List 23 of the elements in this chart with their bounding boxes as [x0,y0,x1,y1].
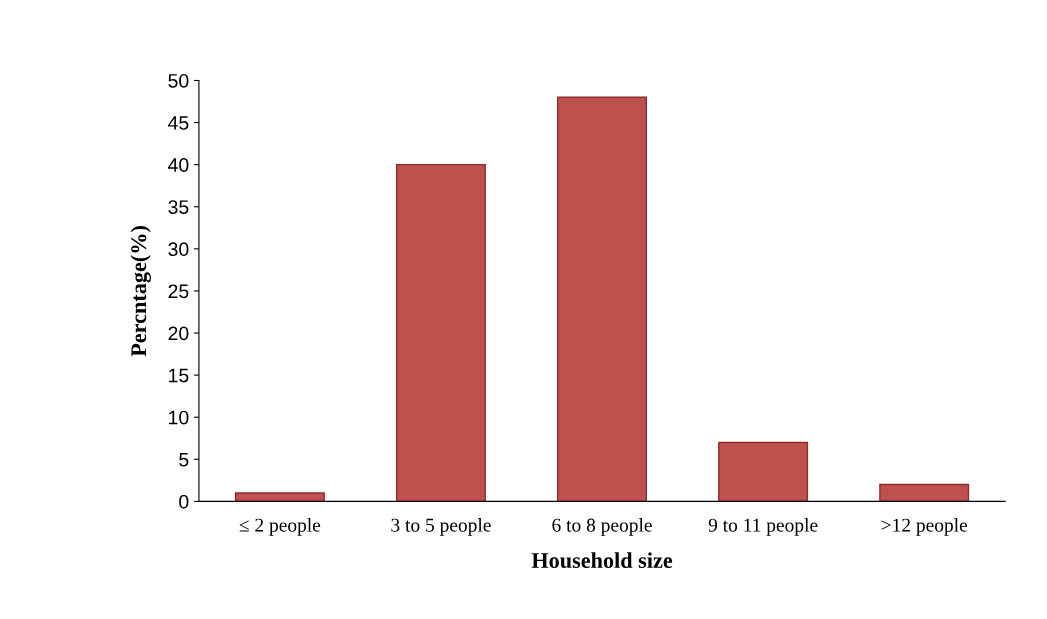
bar [557,96,648,502]
x-tick-label: ≤ 2 people [239,518,321,536]
bar [395,163,486,502]
y-tick-label: 15 [169,368,189,383]
y-tick-label: 5 [179,452,189,467]
x-tick-label: 6 to 8 people [552,518,652,536]
y-axis-title: Percntage(%) [130,226,151,357]
x-axis-title: Household size [531,552,673,569]
bar [234,492,325,502]
y-tick-label: 35 [168,200,189,214]
y-tick-label: 50 [168,73,189,88]
y-tick-label: 10 [169,410,189,425]
x-tick-label: >12 people [881,518,968,536]
y-tick-label: 45 [168,116,189,130]
y-tick-label: 40 [168,158,189,172]
y-tick-label: 20 [168,326,189,341]
x-tick-label: 3 to 5 people [391,518,491,536]
y-tick-label: 0 [179,494,189,509]
bar [879,483,970,502]
x-tick-label: 9 to 11 people [708,518,818,536]
y-tick-label: 25 [168,284,189,299]
y-tick-label: 30 [168,242,189,257]
bar [718,441,809,502]
